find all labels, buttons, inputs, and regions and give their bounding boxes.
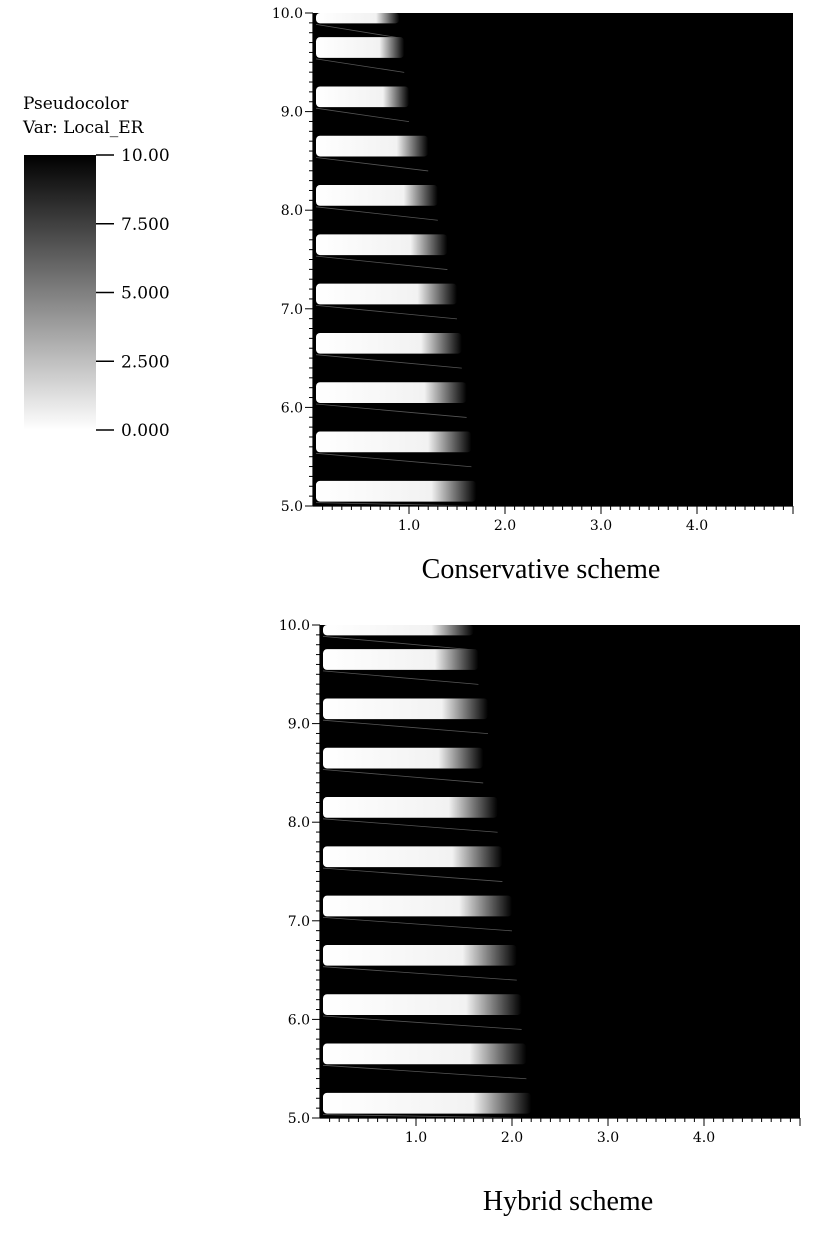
legend-tick-label: 0.000: [121, 421, 170, 441]
contour-line: [315, 58, 405, 73]
contour-line: [322, 670, 479, 685]
contour-line: [315, 157, 429, 172]
x-tick-label: 1.0: [398, 518, 420, 534]
x-tick-label: 1.0: [405, 1130, 427, 1146]
legend-tick-label: 2.500: [121, 352, 170, 372]
heatmap-band: [323, 747, 484, 769]
heatmap-band: [316, 86, 409, 108]
y-tick-label: 9.0: [281, 105, 303, 121]
y-axis: 10.0 9.0 8.0 7.0 6.0 5.0: [272, 6, 314, 515]
contour-line: [315, 403, 467, 418]
contour-line: [322, 719, 489, 735]
y-axis: 10.0 9.0 8.0 7.0 6.0 5.0: [279, 618, 321, 1127]
x-tick-label: 4.0: [686, 518, 708, 534]
contour-line: [315, 23, 400, 39]
legend-var-label: Var: Local_ER: [22, 118, 145, 138]
x-tick-label: 3.0: [590, 518, 612, 534]
contour-line: [322, 769, 484, 784]
hybrid-scheme-chart: 10.0 9.0 8.0 7.0 6.0 5.0 1.0 2.0 3.0 4.0 Hybrid …: [279, 618, 801, 1217]
heatmap-band: [323, 649, 479, 670]
y-tick-label: 7.0: [281, 302, 303, 318]
heatmap-band: [323, 797, 498, 818]
contour-line: [315, 305, 458, 320]
heatmap-band: [323, 625, 474, 636]
heatmap-band: [316, 283, 457, 305]
contour-line: [322, 867, 503, 882]
contour-line: [322, 966, 517, 981]
heatmap-band: [316, 13, 400, 24]
heatmap-band: [323, 1043, 527, 1065]
contour-line: [315, 255, 448, 270]
x-tick-label: 4.0: [693, 1130, 715, 1146]
contour-line: [315, 452, 472, 468]
y-tick-label: 6.0: [281, 400, 303, 416]
heatmap-band: [316, 332, 462, 354]
colorbar-legend: Pseudocolor Var: Local_ER 10.00 7.500 5.00…: [22, 94, 170, 441]
contour-line: [322, 916, 513, 932]
contour-line: [315, 107, 410, 123]
y-tick-label: 9.0: [288, 717, 310, 733]
y-tick-label: 7.0: [288, 914, 310, 930]
y-tick-label: 8.0: [288, 815, 310, 831]
x-tick-label: 3.0: [597, 1130, 619, 1146]
heatmap-band: [323, 698, 488, 720]
legend-gradient-bar: [24, 155, 96, 430]
conservative-scheme-chart: 10.0 9.0 8.0 7.0 6.0 5.0 1.0 2.0 3.0 4.0 Conserv…: [272, 6, 794, 585]
legend-ticks: 10.00 7.500 5.000 2.500 0.000: [96, 146, 170, 441]
heatmap-band: [316, 185, 438, 206]
contour-line: [322, 635, 474, 651]
heatmap-band: [323, 994, 522, 1015]
heatmap-band: [316, 431, 472, 453]
heatmap-band: [316, 382, 467, 403]
heatmap-band: [323, 846, 503, 868]
chart-caption: Hybrid scheme: [483, 1186, 653, 1217]
contour-line: [322, 1015, 522, 1030]
contour-line: [315, 354, 462, 369]
heatmap-band: [316, 37, 405, 58]
legend-tick-label: 7.500: [121, 215, 170, 235]
legend-tick-label: 10.00: [121, 146, 170, 166]
heatmap-band: [323, 944, 517, 966]
plot-area: [320, 625, 800, 1119]
legend-title: Pseudocolor: [23, 94, 129, 114]
y-tick-label: 8.0: [281, 203, 303, 219]
legend-tick-label: 5.000: [121, 284, 170, 304]
y-tick-label: 5.0: [288, 1111, 310, 1127]
x-tick-label: 2.0: [494, 518, 516, 534]
heatmap-band: [323, 1092, 532, 1114]
y-tick-label: 10.0: [272, 6, 303, 22]
y-tick-label: 10.0: [279, 618, 310, 634]
heatmap-band: [316, 234, 448, 256]
x-axis: 1.0 2.0 3.0 4.0: [313, 505, 794, 534]
x-tick-label: 2.0: [501, 1130, 523, 1146]
contour-line: [322, 818, 498, 833]
contour-line: [315, 206, 438, 221]
contour-line: [322, 1064, 527, 1080]
heatmap-band: [323, 895, 512, 917]
heatmap-band: [316, 480, 477, 502]
x-axis: 1.0 2.0 3.0 4.0: [320, 1117, 801, 1146]
y-tick-label: 5.0: [281, 499, 303, 515]
plot-area: [313, 13, 793, 507]
y-tick-label: 6.0: [288, 1012, 310, 1028]
heatmap-band: [316, 135, 429, 157]
chart-caption: Conservative scheme: [422, 554, 661, 585]
